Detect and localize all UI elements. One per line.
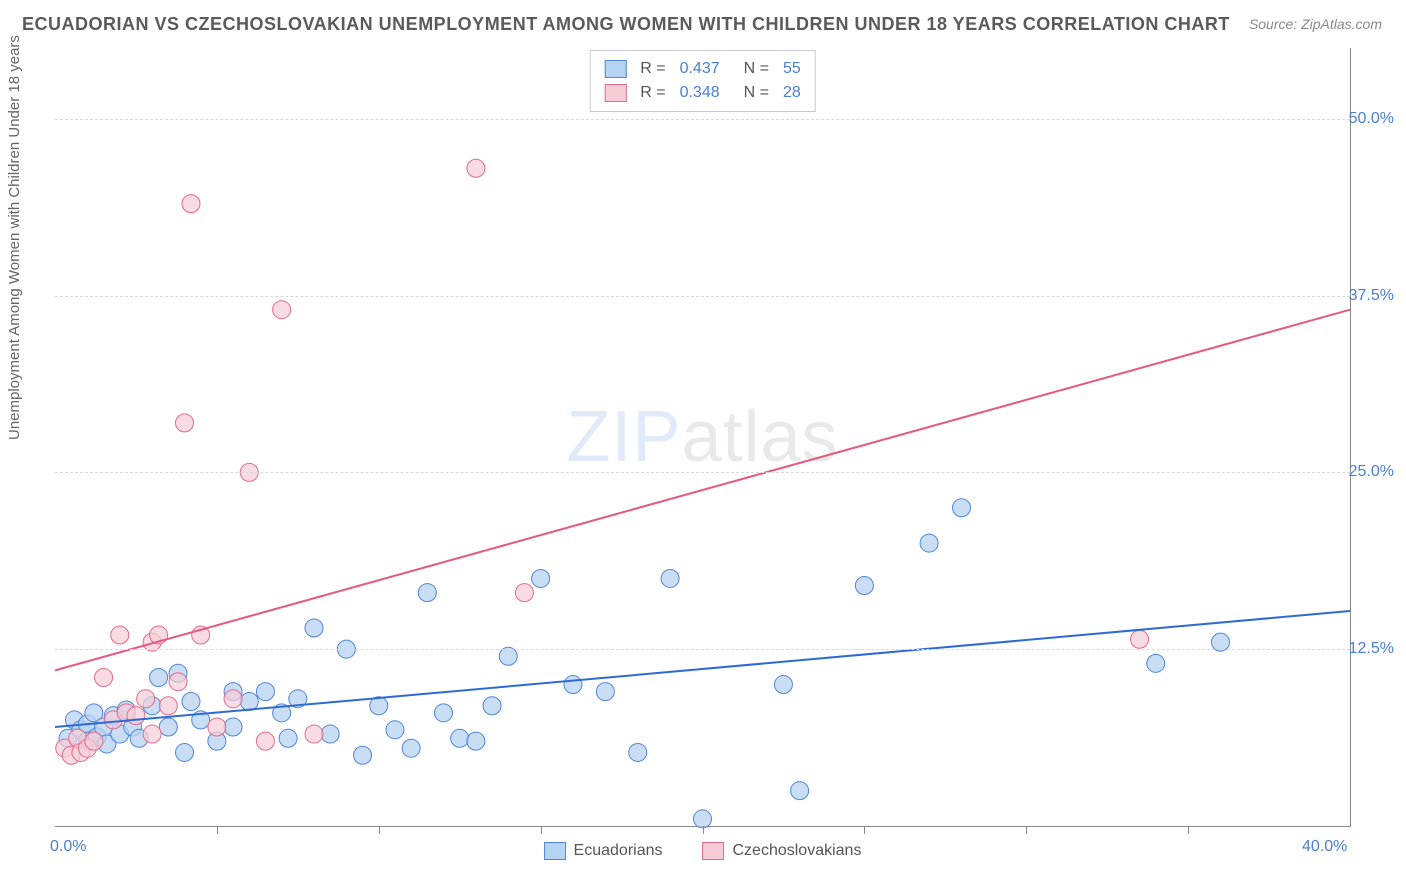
n-value: 55 [783,57,801,81]
data-point [564,676,582,694]
data-point [169,673,187,691]
data-point [402,739,420,757]
data-point [256,732,274,750]
data-point [855,577,873,595]
x-tick-mark [379,826,380,834]
legend-item: Ecuadorians [544,842,663,860]
data-point [661,569,679,587]
data-point [596,683,614,701]
data-point [111,626,129,644]
gridline-horizontal [55,649,1350,650]
trend-line [55,310,1350,671]
x-tick-mark [864,826,865,834]
data-point [273,301,291,319]
plot-area: ZIPatlas R =0.437N =55R =0.348N =28 Ecua… [55,48,1351,827]
data-point [920,534,938,552]
legend-label: Ecuadorians [574,842,663,860]
r-value: 0.348 [680,81,720,105]
data-point [224,718,242,736]
data-point [418,584,436,602]
data-point [85,732,103,750]
n-value: 28 [783,81,801,105]
data-point [1147,654,1165,672]
data-point [208,718,226,736]
data-point [95,668,113,686]
r-value: 0.437 [680,57,720,81]
data-point [532,569,550,587]
y-tick-label: 37.5% [1349,287,1394,305]
y-tick-label: 25.0% [1349,463,1394,481]
data-point [774,676,792,694]
x-tick-mark [1188,826,1189,834]
data-point [159,697,177,715]
legend-swatch [544,842,566,860]
legend-swatch [703,842,725,860]
data-point [953,499,971,517]
data-point [176,743,194,761]
data-point [467,732,485,750]
data-point [386,721,404,739]
data-point [483,697,501,715]
n-label: N = [744,81,769,105]
legend: Ecuadorians Czechoslovakians [544,842,862,860]
y-tick-label: 50.0% [1349,110,1394,128]
data-point [182,693,200,711]
x-tick-mark [541,826,542,834]
legend-swatch [604,84,626,102]
data-point [143,725,161,743]
y-axis-label: Unemployment Among Women with Children U… [6,35,23,440]
x-axis-end-label: 40.0% [1302,838,1347,856]
chart-svg [55,48,1350,826]
data-point [176,414,194,432]
data-point [279,729,297,747]
data-point [791,782,809,800]
chart-title: ECUADORIAN VS CZECHOSLOVAKIAN UNEMPLOYME… [22,14,1230,35]
data-point [182,195,200,213]
gridline-horizontal [55,296,1350,297]
r-label: R = [640,81,665,105]
stat-row: R = 0.348 N = 28 [604,81,801,105]
data-point [321,725,339,743]
data-point [150,668,168,686]
data-point [127,707,145,725]
data-point [354,746,372,764]
data-point [629,743,647,761]
data-point [159,718,177,736]
data-point [1131,630,1149,648]
data-point [451,729,469,747]
correlation-stats-box: R = 0.437 N = 55 R = 0.348 N = 28 [589,50,816,112]
data-point [256,683,274,701]
legend-swatch [604,60,626,78]
gridline-horizontal [55,472,1350,473]
n-label: N = [744,57,769,81]
legend-label: Czechoslovakians [733,842,862,860]
data-point [305,619,323,637]
data-point [467,159,485,177]
gridline-horizontal [55,119,1350,120]
y-tick-label: 12.5% [1349,640,1394,658]
x-tick-mark [217,826,218,834]
x-tick-mark [703,826,704,834]
x-axis-origin-label: 0.0% [50,838,86,856]
data-point [435,704,453,722]
r-label: R = [640,57,665,81]
x-tick-mark [1026,826,1027,834]
data-point [305,725,323,743]
data-point [240,693,258,711]
stat-row: R = 0.437 N = 55 [604,57,801,81]
data-point [515,584,533,602]
data-point [224,690,242,708]
legend-item: Czechoslovakians [703,842,862,860]
source-attribution: Source: ZipAtlas.com [1249,16,1382,32]
data-point [137,690,155,708]
